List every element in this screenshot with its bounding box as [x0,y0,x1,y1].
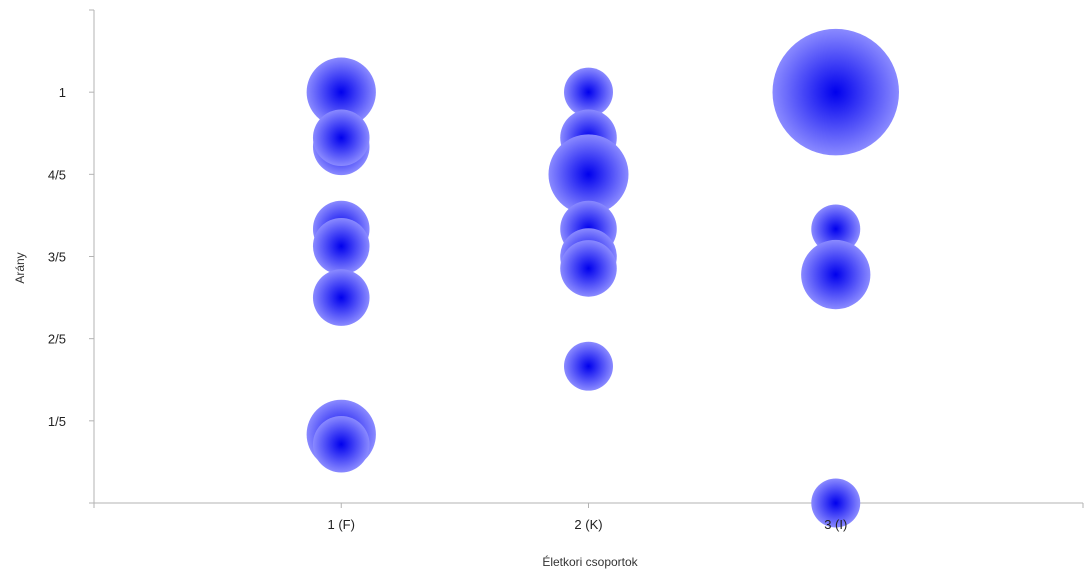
labels: 1 4/5 3/5 2/5 1/5 1 (F) 2 (K) 3 (I) [48,85,847,532]
y-tick-label: 4/5 [48,167,66,182]
bubble-point [306,57,376,127]
bubble-point [564,341,613,391]
bubble-point [312,109,370,167]
y-tick-label: 3/5 [48,250,66,265]
bubble-point [772,28,899,156]
bubble-point [312,415,370,473]
bubble-point [811,478,861,528]
bubble-point [560,240,617,297]
x-tick-label: 1 (F) [328,517,355,532]
bubble-point [811,204,861,254]
bubble-point [312,269,370,326]
bubbles [306,28,899,528]
y-axis-title: Arány [13,252,27,283]
bubble-point [801,239,871,310]
x-tick-label: 2 (K) [574,517,602,532]
y-tick-label: 1 [59,85,66,100]
y-tick-label: 2/5 [48,332,66,347]
bubble-point [564,67,613,117]
x-axis-title: Életkori csoportok [542,554,638,569]
bubble-point [548,134,629,215]
y-tick-label: 1/5 [48,414,66,429]
x-tick-label: 3 (I) [824,517,847,532]
bubble-point [312,217,370,275]
